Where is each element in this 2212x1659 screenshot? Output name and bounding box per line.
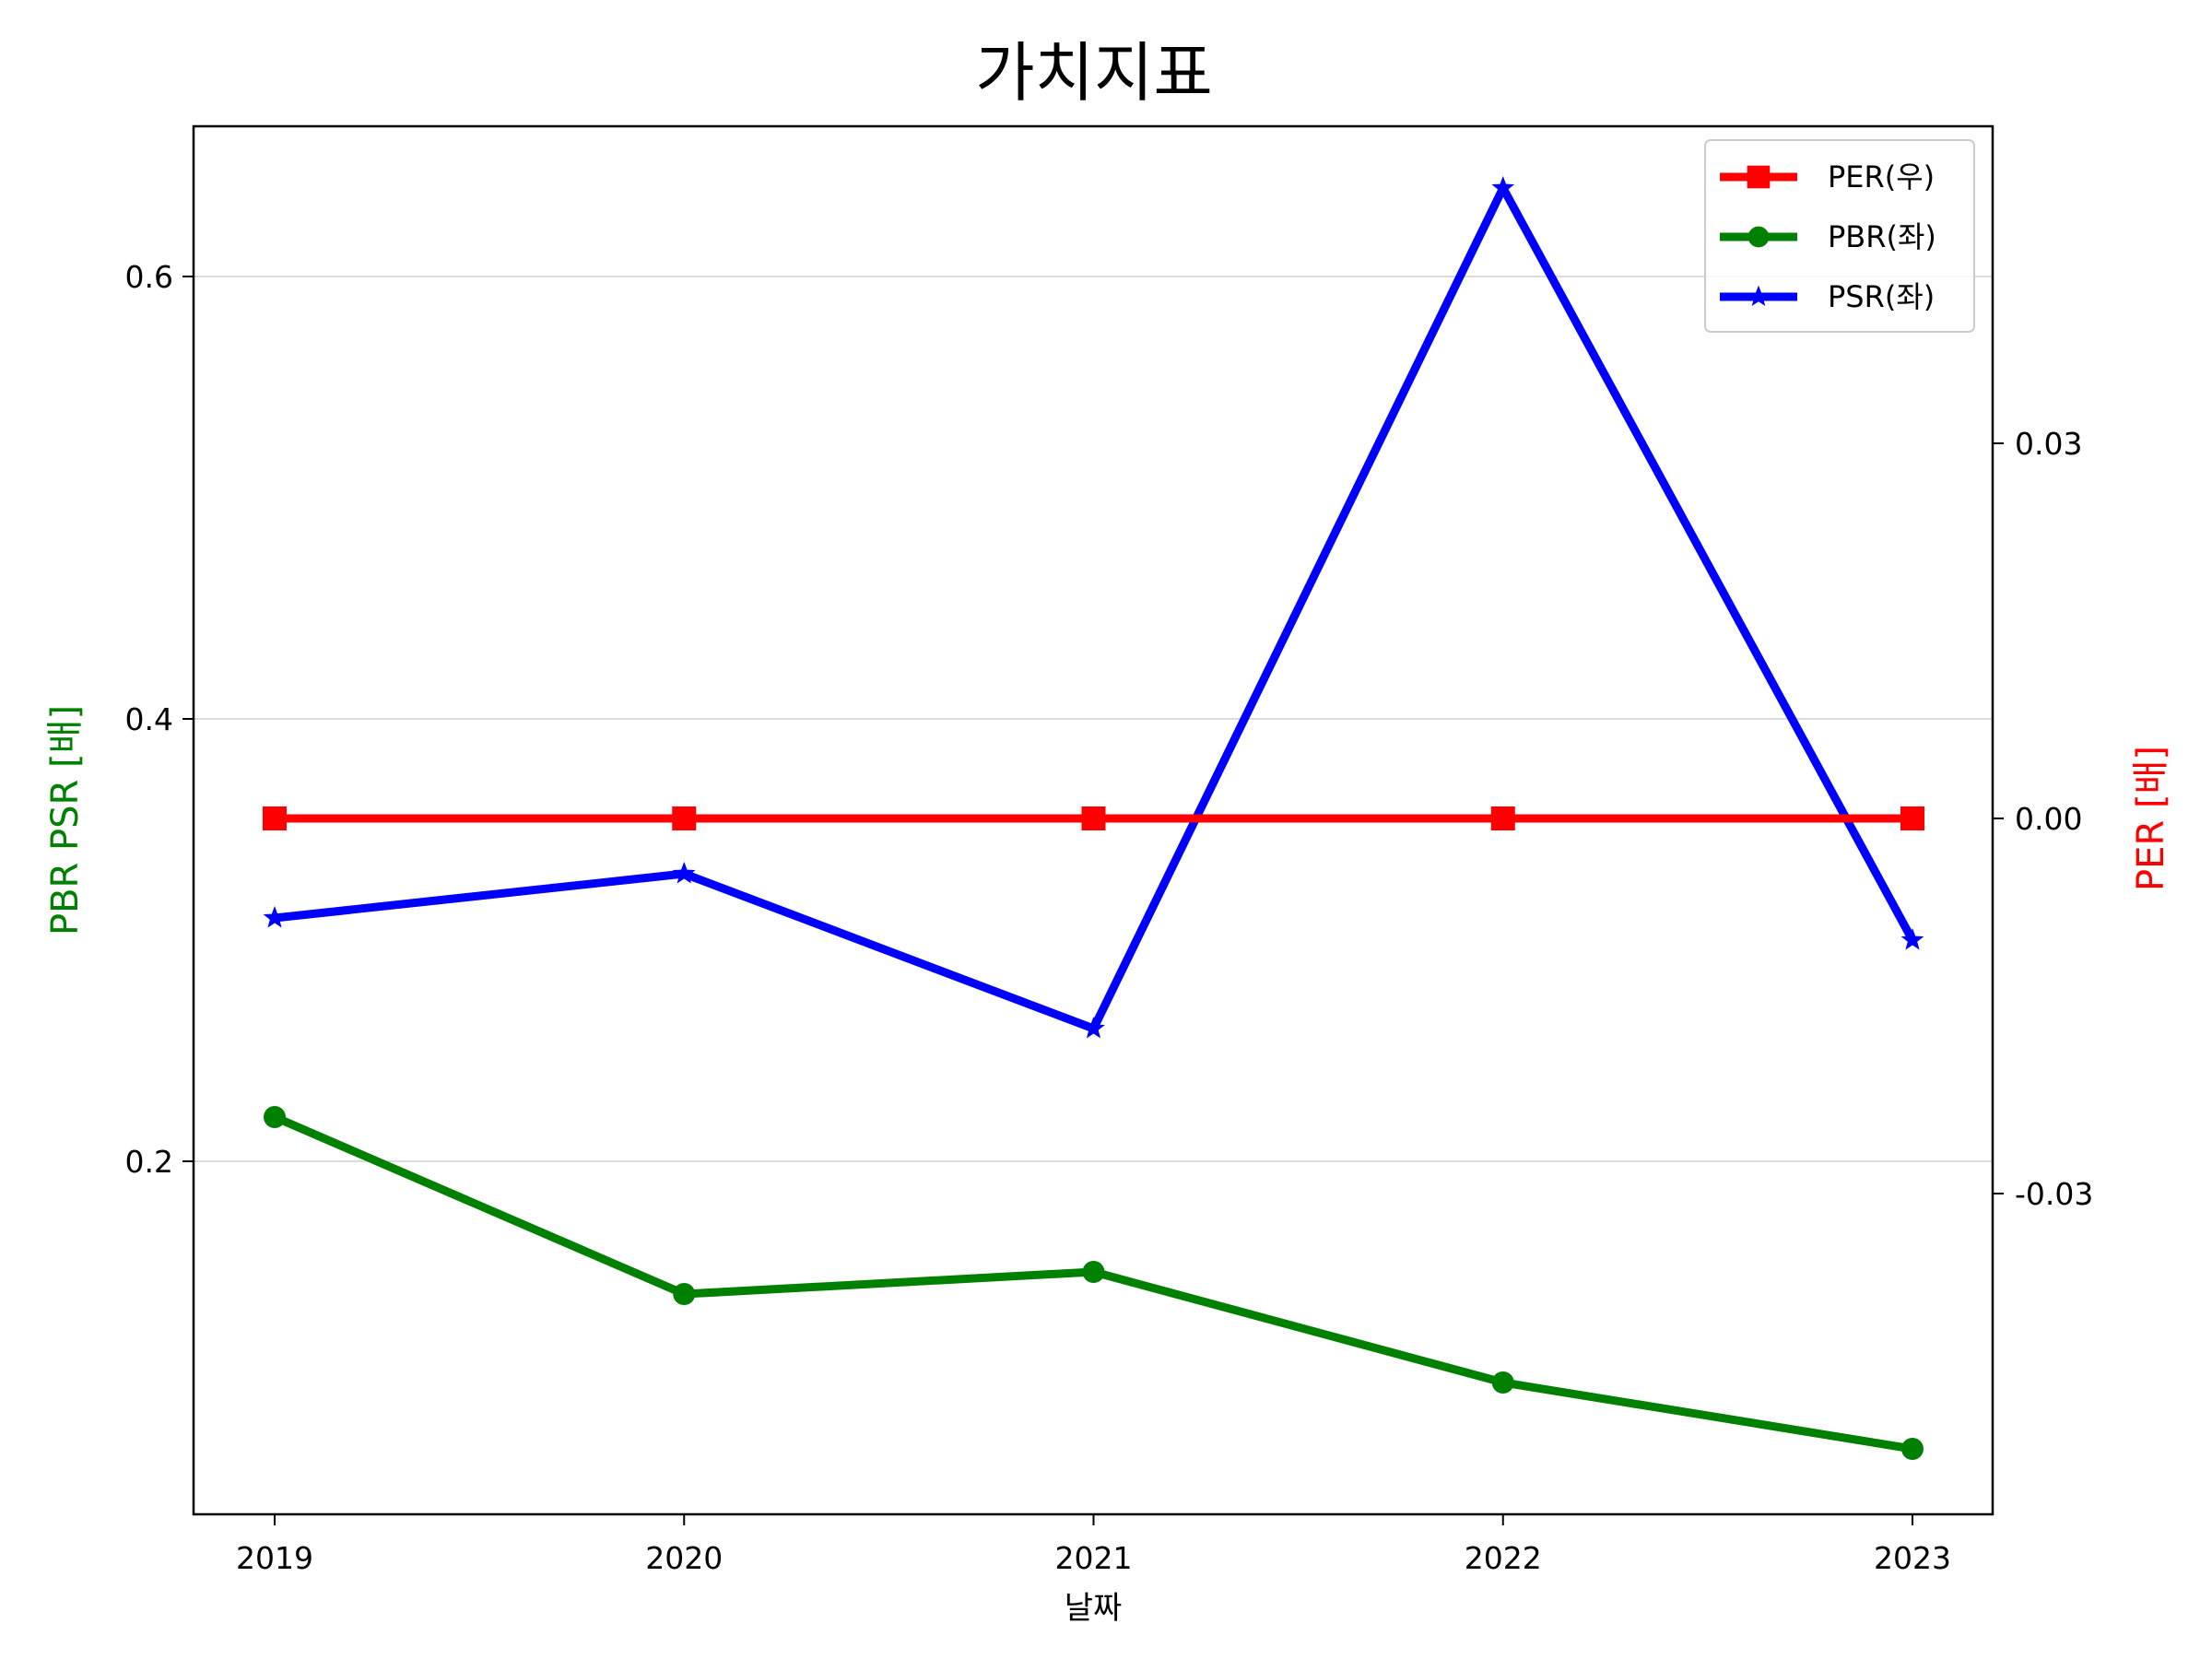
psr-point-2020 bbox=[672, 862, 696, 884]
legend-marker-per bbox=[1747, 165, 1771, 189]
legend-label-psr: PSR(좌) bbox=[1828, 279, 1935, 314]
pbr-point-2021 bbox=[1082, 1261, 1105, 1283]
pbr-point-2022 bbox=[1491, 1371, 1514, 1394]
x-axis-label: 날짜 bbox=[1065, 1590, 1123, 1627]
legend-marker-pbr bbox=[1747, 226, 1770, 248]
pbr-point-2023 bbox=[1901, 1438, 1924, 1460]
legend: PER(우) PBR(좌) PSR(좌) bbox=[1704, 139, 1975, 333]
legend-label-per: PER(우) bbox=[1828, 159, 1935, 194]
left-tick-label-0.4: 0.4 bbox=[125, 701, 173, 737]
legend-items: PER(우) PBR(좌) PSR(좌) bbox=[1720, 159, 1936, 314]
per-point-2021 bbox=[1081, 806, 1106, 830]
x-tick-label-2020: 2020 bbox=[645, 1540, 723, 1576]
legend-marker-psr bbox=[1747, 285, 1770, 306]
left-axis-label: PBR PSR [배] bbox=[44, 705, 87, 935]
x-tick-label-2021: 2021 bbox=[1055, 1540, 1133, 1576]
x-tick-label-2019: 2019 bbox=[236, 1540, 313, 1576]
left-axis-ticks: 0.2 0.4 0.6 bbox=[125, 259, 194, 1180]
right-axis-label: PER [배] bbox=[2130, 746, 2172, 891]
left-tick-label-0.2: 0.2 bbox=[125, 1144, 173, 1180]
per-point-2019 bbox=[263, 806, 287, 830]
x-axis-ticks: 2019 2020 2021 2022 2023 bbox=[236, 1514, 1951, 1576]
per-point-2022 bbox=[1490, 806, 1515, 830]
chart-title: 가치지표 bbox=[975, 35, 1213, 111]
legend-label-pbr: PBR(좌) bbox=[1828, 219, 1936, 254]
per-point-2020 bbox=[672, 806, 697, 830]
psr-point-2021 bbox=[1082, 1017, 1105, 1039]
grid-lines bbox=[194, 276, 1993, 1162]
left-tick-label-0.6: 0.6 bbox=[125, 259, 173, 295]
psr-line bbox=[270, 183, 1917, 1033]
legend-box bbox=[1704, 139, 1975, 333]
per-point-2023 bbox=[1900, 806, 1924, 830]
right-tick-label-0.00: 0.00 bbox=[2015, 801, 2082, 837]
psr-point-2023 bbox=[1900, 928, 1924, 950]
pbr-point-2020 bbox=[673, 1283, 696, 1305]
right-tick-label-0.03: 0.03 bbox=[2015, 426, 2082, 462]
right-axis-ticks: 0.03 0.00 -0.03 bbox=[1993, 426, 2093, 1212]
right-tick-label--0.03: -0.03 bbox=[2015, 1176, 2093, 1212]
psr-point-2019 bbox=[263, 906, 287, 928]
x-tick-label-2023: 2023 bbox=[1874, 1540, 1951, 1576]
series-markers bbox=[263, 176, 1924, 1460]
pbr-point-2019 bbox=[264, 1106, 286, 1128]
x-tick-label-2022: 2022 bbox=[1465, 1540, 1542, 1576]
psr-point-2022 bbox=[1491, 176, 1515, 198]
